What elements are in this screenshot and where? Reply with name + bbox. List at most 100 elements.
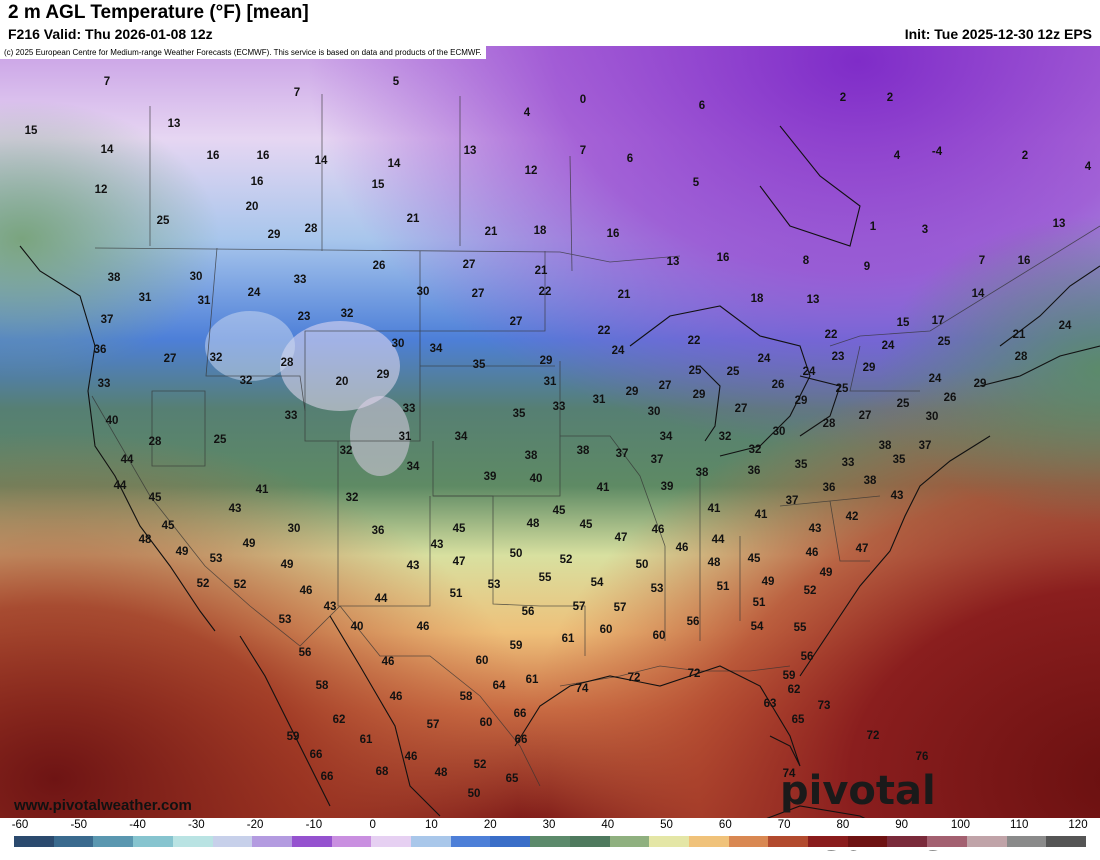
- temperature-value: 27: [471, 288, 485, 300]
- temperature-value: 28: [148, 436, 162, 448]
- temperature-value: 14: [100, 144, 114, 156]
- colorbar-swatch: [490, 836, 531, 847]
- colorbar-tick-label: 40: [601, 819, 615, 831]
- temperature-value: 49: [175, 546, 189, 558]
- colorbar-swatch: [252, 836, 292, 847]
- temperature-value: 46: [381, 656, 395, 668]
- temperature-value: 32: [748, 444, 762, 456]
- temperature-value: 30: [925, 411, 939, 423]
- temperature-value: 43: [430, 539, 444, 551]
- temperature-value: 24: [802, 366, 816, 378]
- temperature-value: 38: [576, 445, 590, 457]
- temperature-value: 63: [763, 698, 777, 710]
- map-header: 2 m AGL Temperature (°F) [mean] F216 Val…: [0, 0, 1100, 46]
- temperature-value: 7: [978, 255, 986, 267]
- temperature-value: 26: [372, 260, 386, 272]
- colorbar-tick-label: -10: [305, 819, 323, 831]
- temperature-value: 12: [94, 184, 108, 196]
- temperature-value: 44: [120, 454, 134, 466]
- temperature-value: 44: [711, 534, 725, 546]
- temperature-value: 29: [862, 362, 876, 374]
- colorbar-tick-label: 70: [777, 819, 791, 831]
- temperature-value: 13: [806, 294, 820, 306]
- temperature-value: 18: [750, 293, 764, 305]
- temperature-value: 53: [209, 553, 223, 565]
- colorbar-tick-label: 120: [1068, 819, 1088, 831]
- temperature-value: 43: [890, 490, 904, 502]
- temperature-value: 7: [293, 87, 301, 99]
- temperature-map[interactable]: 7 5 7 0 6 2 2 4 15 13 14 16 16 14 14 13 7 6 4 -4 2 4 12 16 15 5 12…: [0, 46, 1100, 818]
- website-link[interactable]: www.pivotalweather.com: [14, 797, 192, 814]
- temperature-value: 58: [459, 691, 473, 703]
- temperature-value: 33: [552, 401, 566, 413]
- temperature-value: 55: [538, 572, 552, 584]
- temperature-value: 35: [892, 454, 906, 466]
- temperature-value: 68: [375, 766, 389, 778]
- temperature-value: 36: [822, 482, 836, 494]
- temperature-value: 45: [747, 553, 761, 565]
- temperature-value: 66: [514, 734, 528, 746]
- temperature-value: 27: [734, 403, 748, 415]
- temperature-value: 24: [1058, 320, 1072, 332]
- temperature-value: 33: [402, 403, 416, 415]
- temperature-value: 58: [315, 680, 329, 692]
- temperature-value: 32: [718, 431, 732, 443]
- temperature-value: 30: [647, 406, 661, 418]
- temperature-value: 60: [652, 630, 666, 642]
- temperature-value: 61: [359, 734, 373, 746]
- temperature-value: 50: [635, 559, 649, 571]
- temperature-value: 45: [161, 520, 175, 532]
- temperature-value: 32: [209, 352, 223, 364]
- temperature-value: 27: [163, 353, 177, 365]
- temperature-value: 32: [340, 308, 354, 320]
- temperature-value: 22: [824, 329, 838, 341]
- temperature-value: 46: [404, 751, 418, 763]
- colorbar-tick-label: 0: [369, 819, 376, 831]
- temperature-value: 28: [304, 223, 318, 235]
- temperature-value: 46: [389, 691, 403, 703]
- colorbar-swatch: [609, 836, 650, 847]
- temperature-value: 36: [93, 344, 107, 356]
- temperature-value: 56: [521, 606, 535, 618]
- temperature-value: 34: [454, 431, 468, 443]
- colorbar-tick-label: 80: [836, 819, 850, 831]
- temperature-value: 43: [323, 601, 337, 613]
- temperature-value: 24: [928, 373, 942, 385]
- temperature-value: 48: [138, 534, 152, 546]
- colorbar-swatch: [1006, 836, 1047, 847]
- colorbar-tick-label: 50: [660, 819, 673, 831]
- temperature-value: 21: [1012, 329, 1026, 341]
- temperature-value: 13: [1052, 218, 1066, 230]
- temperature-value: 60: [475, 655, 489, 667]
- temperature-value: 35: [472, 359, 486, 371]
- temperature-value: 23: [831, 351, 845, 363]
- temperature-value: 29: [267, 229, 281, 241]
- colorbar-swatch: [728, 836, 769, 847]
- colorbar-swatch: [331, 836, 372, 847]
- temperature-value: 41: [596, 482, 610, 494]
- temperature-value: 26: [771, 379, 785, 391]
- temperature-value: 14: [971, 288, 985, 300]
- temperature-value: 37: [785, 495, 799, 507]
- temperature-value: 44: [374, 593, 388, 605]
- temperature-value: 61: [561, 633, 575, 645]
- temperature-value: 48: [707, 557, 721, 569]
- colorbar-tick-label: 100: [950, 819, 971, 831]
- temperature-value: 16: [250, 176, 264, 188]
- temperature-value: 25: [937, 336, 951, 348]
- temperature-value: 21: [406, 213, 420, 225]
- temperature-value: -4: [931, 146, 943, 158]
- temperature-value: 22: [538, 286, 552, 298]
- temperature-value: 34: [406, 461, 420, 473]
- temperature-value: 25: [726, 366, 740, 378]
- temperature-value: 33: [293, 274, 307, 286]
- temperature-value: 21: [534, 265, 548, 277]
- temperature-value: 49: [280, 559, 294, 571]
- colorbar-swatch: [530, 836, 570, 847]
- temperature-value: 48: [434, 767, 448, 779]
- temperature-value: 30: [391, 338, 405, 350]
- temperature-value: 62: [787, 684, 801, 696]
- temperature-value: 41: [255, 484, 269, 496]
- temperature-value: 20: [335, 376, 349, 388]
- temperature-field: [0, 46, 1100, 818]
